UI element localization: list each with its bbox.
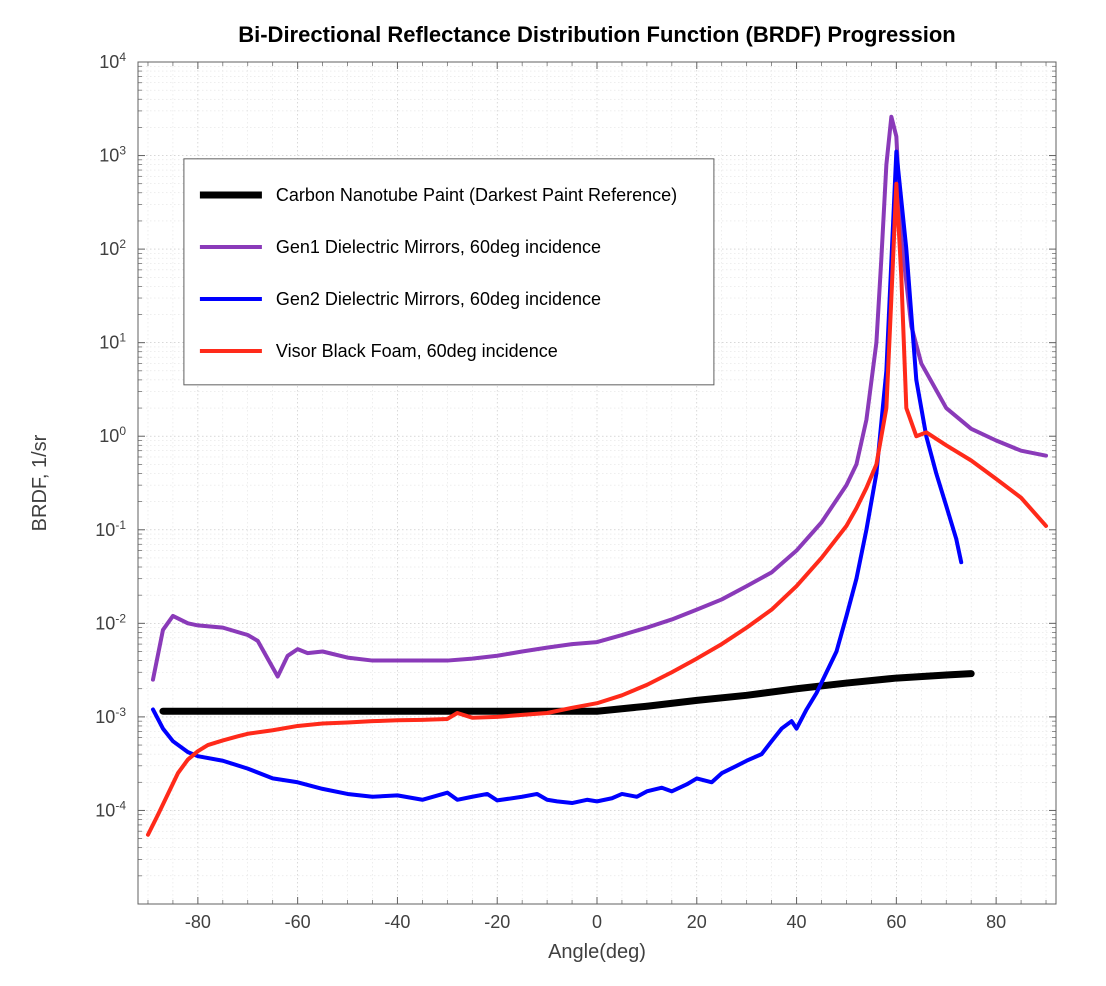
xtick-label: 20 (687, 912, 707, 932)
ytick-label: 101 (99, 331, 126, 353)
xtick-label: 60 (886, 912, 906, 932)
ytick-label: 10-3 (95, 705, 126, 727)
ytick-label: 104 (99, 50, 126, 72)
legend-label: Carbon Nanotube Paint (Darkest Paint Ref… (276, 185, 677, 205)
chart-svg: -80 -60 -40 -20 0 20 40 60 80 10-4 10-3 10-2 10-1 100… (0, 0, 1106, 986)
chart-title: Bi-Directional Reflectance Distribution … (238, 22, 956, 47)
y-axis-label: BRDF, 1/sr (29, 434, 51, 531)
ytick-label: 100 (99, 424, 126, 446)
xtick-label: 40 (787, 912, 807, 932)
ytick-label: 10-4 (95, 798, 126, 820)
brdf-chart: -80 -60 -40 -20 0 20 40 60 80 10-4 10-3 10-2 10-1 100… (0, 0, 1106, 986)
legend-label: Visor Black Foam, 60deg incidence (276, 341, 558, 361)
ytick-label: 10-2 (95, 611, 126, 633)
x-axis-label: Angle(deg) (548, 941, 646, 963)
ytick-label: 10-1 (95, 518, 126, 540)
xtick-label: -60 (285, 912, 311, 932)
xtick-label: -20 (484, 912, 510, 932)
ytick-label: 102 (99, 237, 126, 259)
xtick-label: -40 (384, 912, 410, 932)
ytick-label: 103 (99, 144, 126, 166)
legend: Carbon Nanotube Paint (Darkest Paint Ref… (184, 159, 714, 385)
xtick-label: -80 (185, 912, 211, 932)
legend-label: Gen2 Dielectric Mirrors, 60deg incidence (276, 289, 601, 309)
xtick-label: 0 (592, 912, 602, 932)
legend-label: Gen1 Dielectric Mirrors, 60deg incidence (276, 237, 601, 257)
xtick-label: 80 (986, 912, 1006, 932)
